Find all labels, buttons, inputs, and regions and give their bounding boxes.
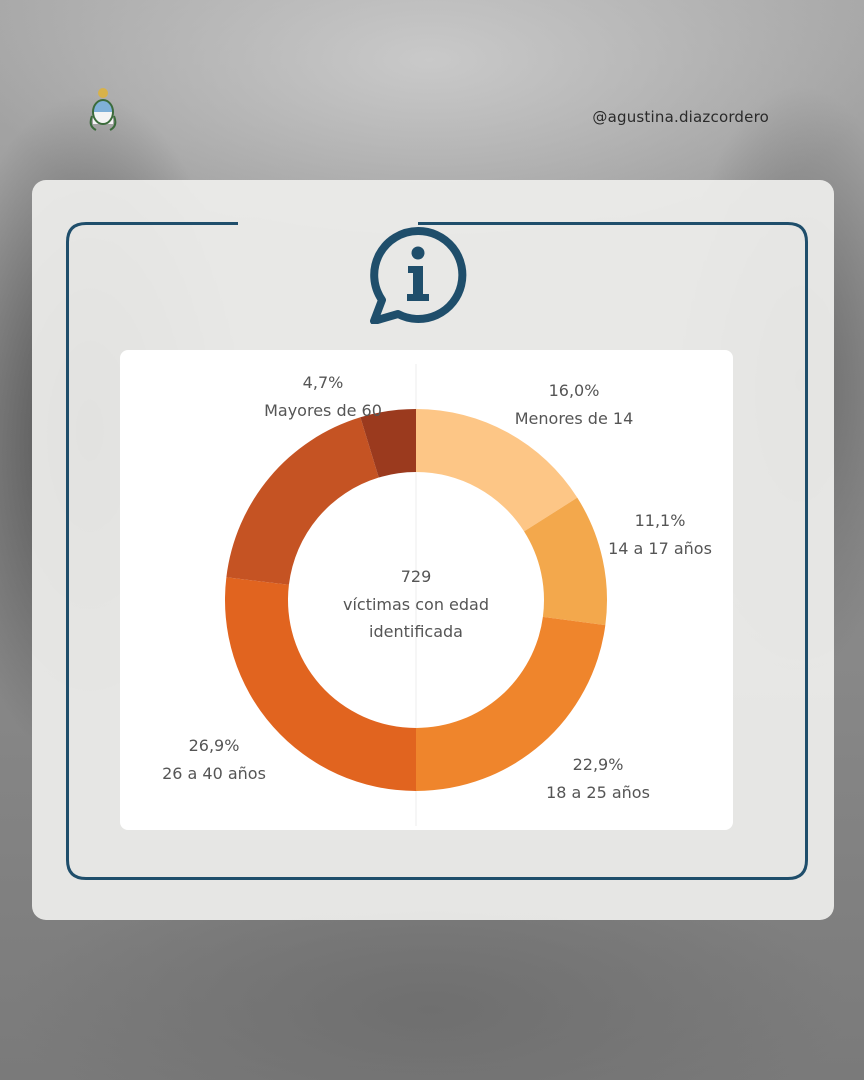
center-text-line-2: identificada: [369, 622, 463, 641]
slice-label-menores-14: Menores de 14: [515, 409, 634, 428]
chart-panel: 729 víctimas con edad identificada 16,0%…: [120, 350, 733, 830]
donut-slice-2: [416, 616, 606, 791]
slice-pct-18-25: 22,9%: [573, 755, 624, 774]
slice-pct-26-40: 26,9%: [189, 736, 240, 755]
info-icon: [370, 226, 467, 324]
slice-pct-mayores-60: 4,7%: [303, 373, 344, 392]
slice-pct-menores-14: 16,0%: [549, 381, 600, 400]
slice-label-14-17: 14 a 17 años: [608, 539, 712, 558]
donut-slice-0: [416, 409, 578, 532]
slice-label-18-25: 18 a 25 años: [546, 783, 650, 802]
slice-label-mayores-60: Mayores de 60: [264, 401, 382, 420]
center-value: 729: [401, 567, 432, 586]
donut-slice-3: [224, 577, 416, 791]
donut-slice-4: [226, 417, 379, 585]
social-handle: @agustina.diazcordero: [592, 108, 769, 126]
center-text-line-1: víctimas con edad: [343, 595, 489, 614]
donut-chart: 729 víctimas con edad identificada 16,0%…: [162, 364, 712, 826]
slice-pct-14-17: 11,1%: [635, 511, 686, 530]
decorative-frame: [66, 222, 808, 880]
donut-slice-1: [524, 497, 607, 626]
coat-of-arms-icon: [89, 88, 117, 131]
donut-slice-5: [360, 409, 416, 478]
slice-label-26-40: 26 a 40 años: [162, 764, 266, 783]
